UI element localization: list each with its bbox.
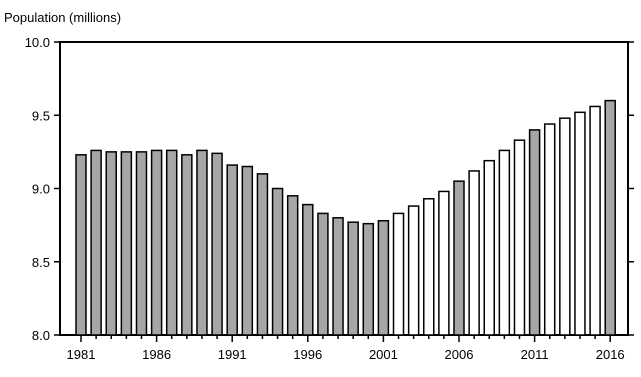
y-axis-title: Population (millions) [4, 10, 121, 25]
x-tick-label: 2006 [445, 347, 474, 362]
y-tick-label: 9.0 [32, 182, 50, 197]
x-tick-label: 1981 [67, 347, 96, 362]
bar-2013 [559, 117, 571, 336]
bar-2015 [589, 105, 601, 336]
x-tick-label: 1991 [218, 347, 247, 362]
bar-1987 [165, 149, 178, 336]
x-tick-label: 2001 [369, 347, 398, 362]
bar-1990 [211, 152, 223, 336]
bar-2016 [604, 99, 616, 336]
bar-1995 [286, 195, 299, 336]
bar-2002 [392, 212, 405, 336]
bar-1992 [241, 165, 254, 336]
bar-2004 [423, 198, 435, 336]
bar-2007 [468, 170, 480, 336]
bar-2014 [574, 111, 586, 336]
bar-1998 [332, 217, 344, 336]
bar-1983 [105, 151, 117, 336]
y-tick-label: 9.5 [32, 108, 50, 123]
y-tick-label: 8.5 [32, 255, 50, 270]
y-tick-label: 8.0 [32, 328, 50, 343]
bar-1999 [347, 221, 359, 336]
x-tick-label: 2011 [521, 347, 549, 362]
bar-1988 [181, 154, 193, 336]
bar-2009 [498, 149, 511, 336]
bar-1989 [196, 149, 208, 336]
x-tick-label: 2016 [596, 347, 625, 362]
bar-1991 [226, 164, 238, 336]
bar-1984 [120, 151, 133, 336]
y-tick-label: 10.0 [25, 35, 50, 50]
bar-1993 [256, 173, 269, 336]
bar-2012 [543, 123, 556, 336]
bar-1994 [271, 187, 284, 336]
bar-1981 [75, 154, 87, 336]
bar-2000 [362, 222, 375, 336]
bar-1986 [150, 149, 163, 336]
x-tick-label: 1986 [142, 347, 171, 362]
bar-2008 [483, 159, 495, 336]
y-axis: 8.0 8.5 9.0 9.5 10.0 [25, 35, 634, 343]
bar-2003 [407, 205, 420, 336]
bar-1997 [317, 212, 329, 336]
bar-2001 [377, 219, 390, 336]
x-tick-label: 1996 [293, 347, 322, 362]
bar-1985 [135, 151, 148, 336]
bar-group [75, 99, 616, 336]
bar-2010 [513, 139, 526, 336]
bar-2006 [453, 180, 465, 336]
bar-1982 [90, 149, 102, 336]
bar-1996 [302, 203, 314, 336]
bar-2011 [528, 129, 541, 336]
bar-2005 [438, 190, 450, 336]
x-axis: 1981 1986 1991 1996 2001 2006 2011 2016 [67, 335, 625, 362]
